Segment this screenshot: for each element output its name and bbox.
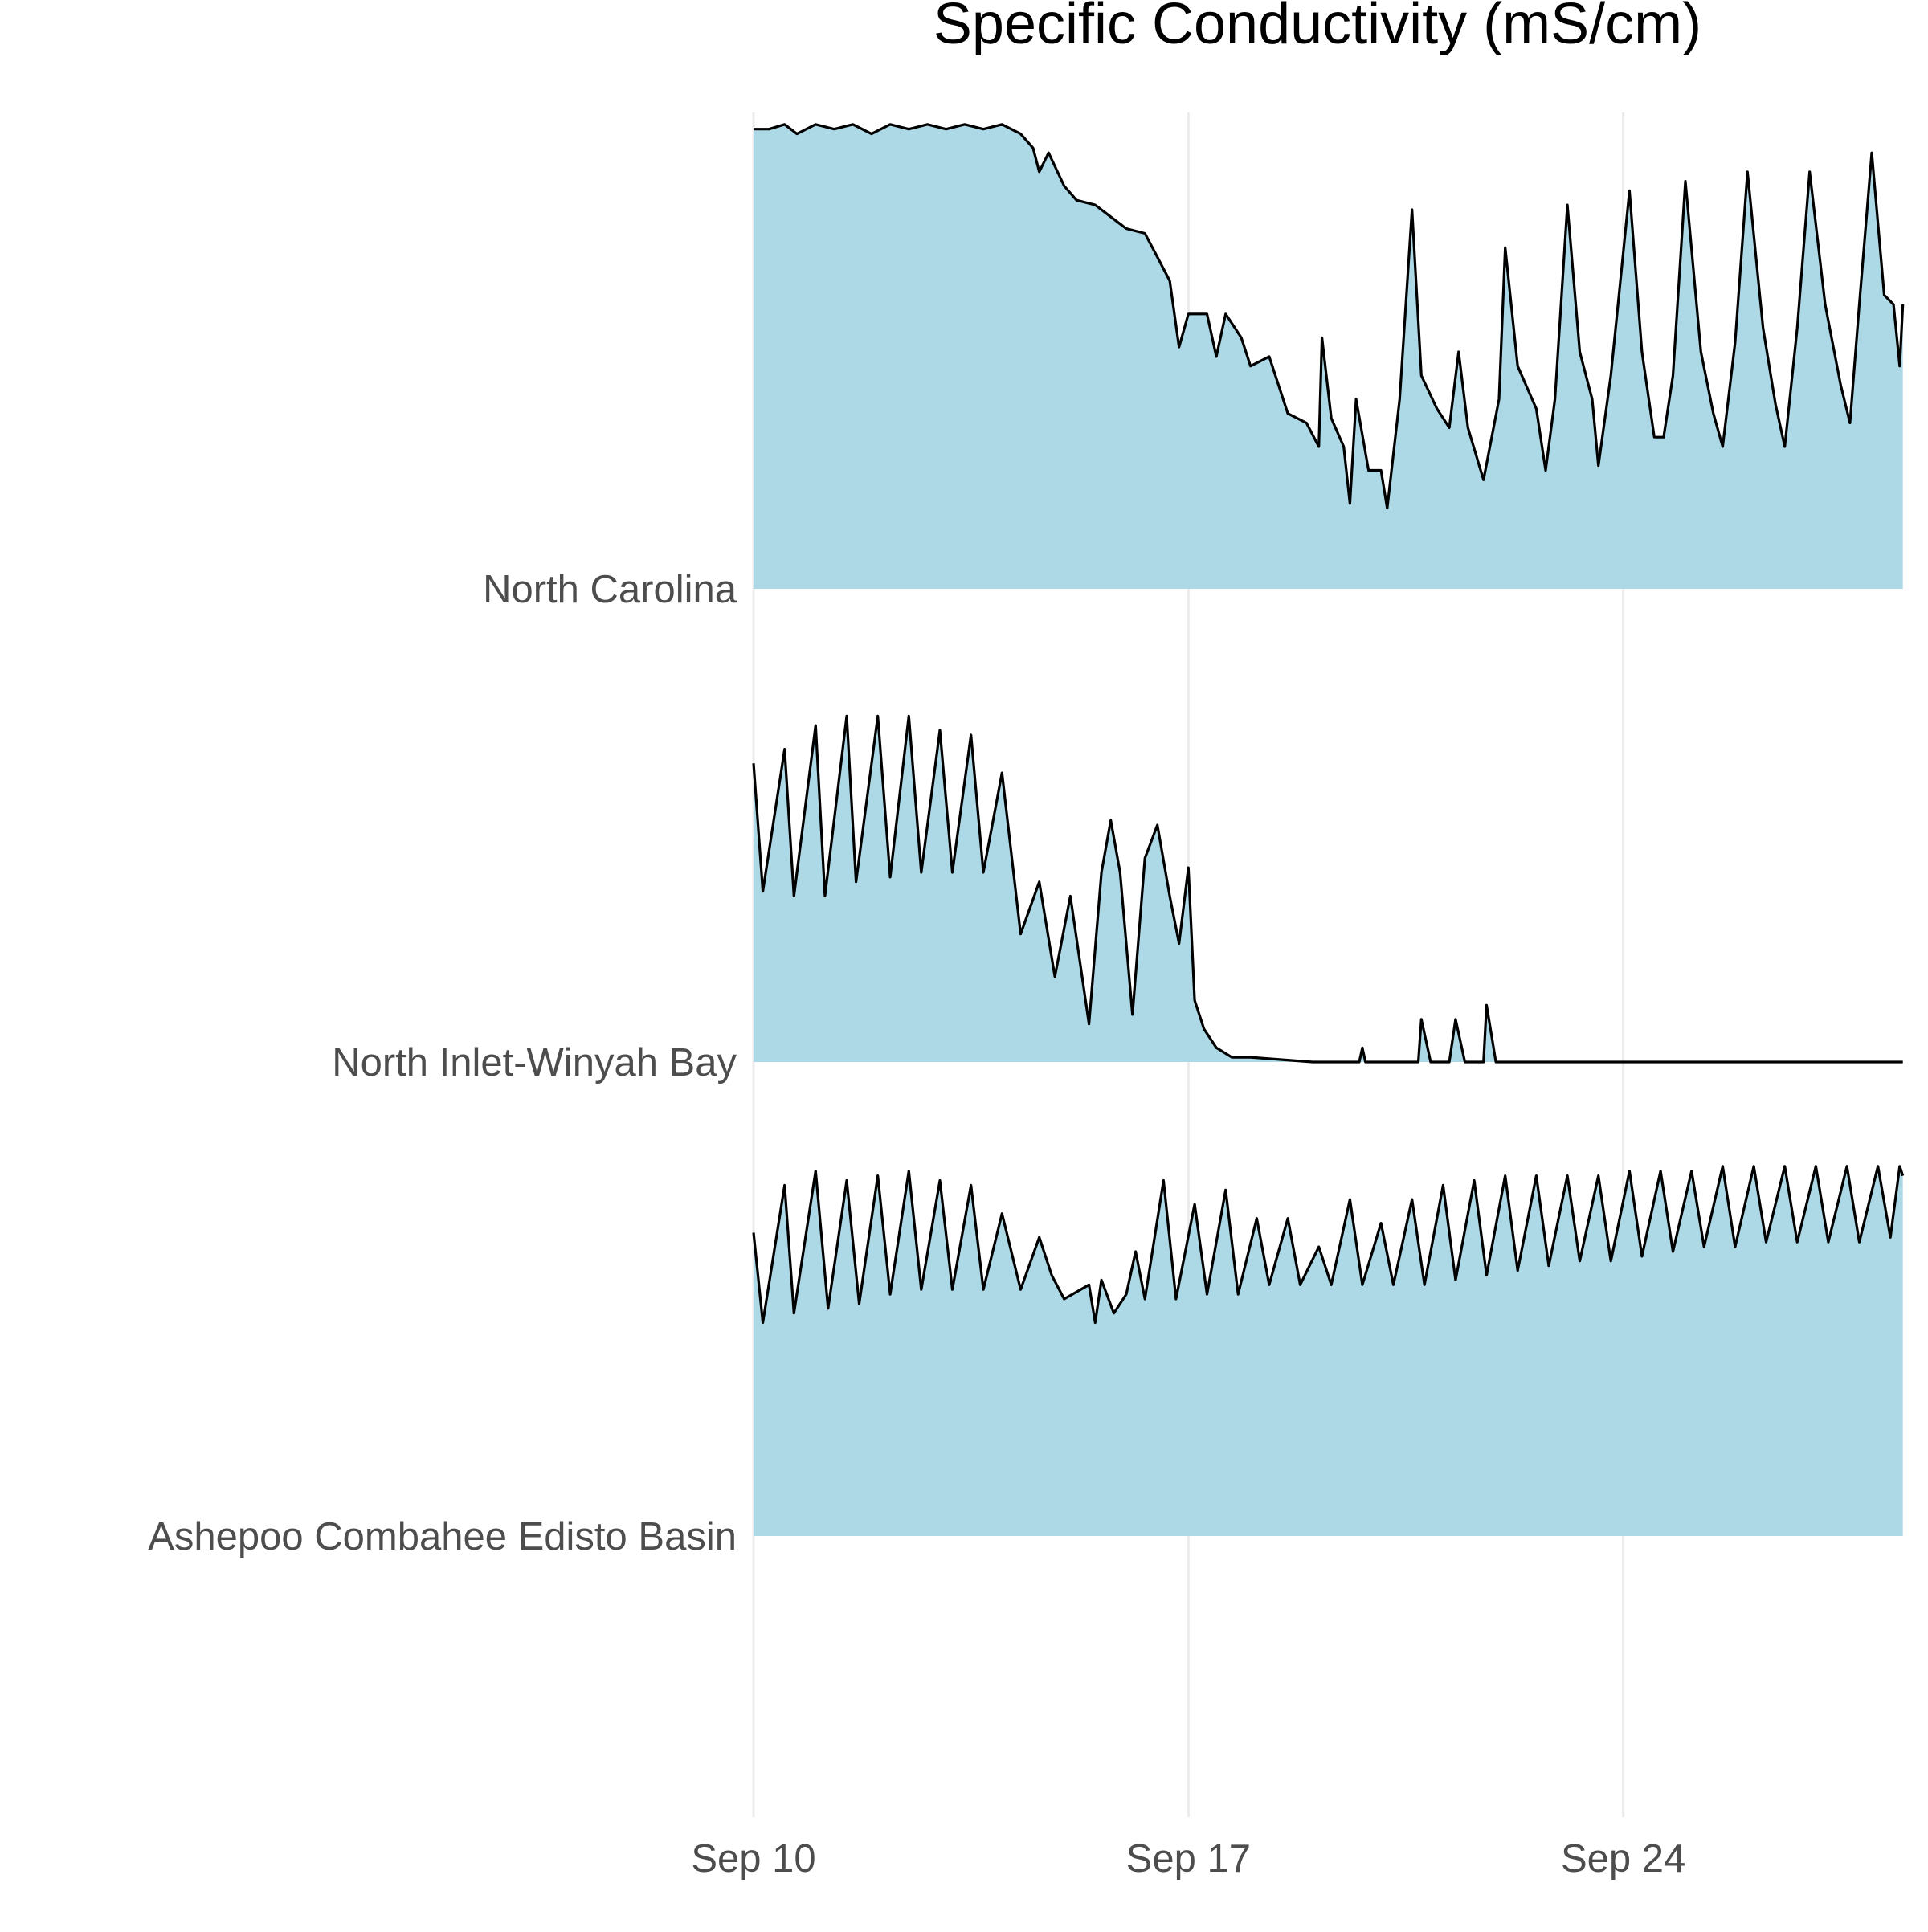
ridge-layer [752,123,1905,1536]
ridge-line [752,1165,1905,1325]
y-tick-label: Ashepoo Combahee Edisto Basin [148,1515,737,1558]
chart-title: Specific Conductivity (mS/cm) [933,0,1701,56]
y-tick-label: North Carolina [483,568,737,611]
ridge-series-0 [754,123,1905,590]
x-tick-label: Sep 17 [1126,1837,1251,1881]
ridge-line [752,714,1903,1064]
ridge-series-1 [752,714,1903,1064]
ridge-area [754,716,1903,1062]
x-tick-label: Sep 10 [691,1837,815,1881]
y-tick-label: North Inlet-Winyah Bay [332,1041,737,1084]
x-tick-label: Sep 24 [1561,1837,1685,1881]
ridge-area [754,124,1903,590]
y-axis-labels: North Carolina North Inlet-Winyah Bay Ashe… [148,568,737,1558]
ridge-line [754,123,1905,510]
ridge-area [754,1166,1903,1536]
ridge-series-2 [752,1165,1905,1536]
x-axis-labels: Sep 10 Sep 17 Sep 24 [691,1837,1685,1881]
